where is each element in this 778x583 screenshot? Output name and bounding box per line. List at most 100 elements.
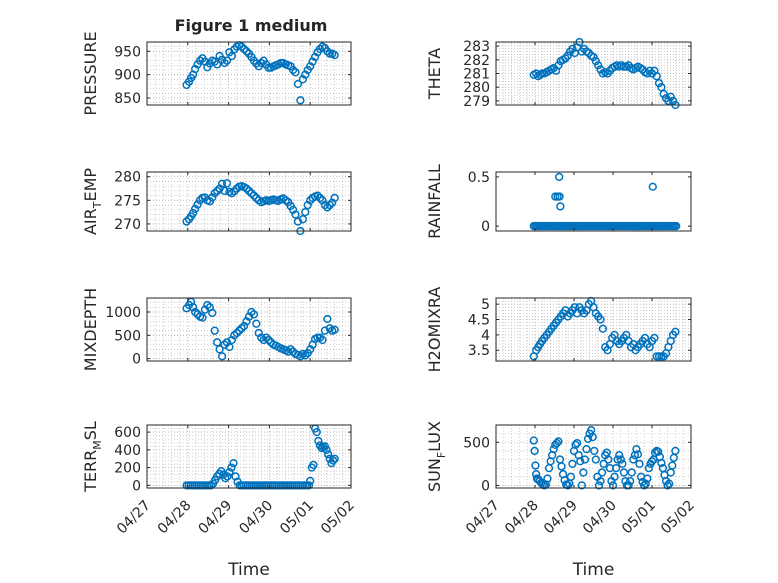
data-point bbox=[221, 474, 230, 483]
data-point bbox=[579, 468, 588, 477]
data-point bbox=[615, 451, 624, 460]
data-point bbox=[306, 476, 315, 486]
data-point bbox=[257, 333, 266, 342]
data-point bbox=[608, 481, 618, 490]
data-point bbox=[610, 472, 619, 481]
data-point bbox=[596, 476, 605, 486]
axes-frame-mixdepth bbox=[146, 297, 352, 362]
data-point bbox=[312, 427, 321, 437]
data-point bbox=[328, 456, 338, 465]
y-axis-label: RAINFALL bbox=[425, 164, 444, 239]
data-point bbox=[650, 333, 659, 343]
data-point bbox=[252, 319, 261, 328]
data-point bbox=[663, 481, 672, 490]
grid-mixdepth bbox=[147, 297, 351, 361]
y-axis-label: TERRMSL bbox=[81, 421, 104, 493]
y-tick-label: 275 bbox=[114, 193, 141, 209]
data-point bbox=[210, 326, 219, 335]
x-axis-label: Time bbox=[572, 560, 615, 580]
data-point bbox=[582, 445, 591, 454]
data-point bbox=[604, 455, 613, 464]
data-point bbox=[232, 328, 241, 338]
data-point bbox=[647, 457, 657, 466]
data-point bbox=[206, 481, 216, 490]
data-point bbox=[231, 472, 240, 481]
axes-frame-air_temp bbox=[146, 171, 352, 232]
data-point bbox=[193, 200, 202, 209]
series-pressure bbox=[182, 41, 339, 105]
y-tick-label: 4 bbox=[481, 328, 490, 344]
axes-frame-rainfall bbox=[495, 171, 692, 232]
data-point bbox=[613, 455, 622, 464]
data-point bbox=[313, 191, 322, 200]
data-point bbox=[657, 458, 666, 468]
y-tick-label: 900 bbox=[114, 68, 141, 84]
y-axis-label-main: MIXDEPTH bbox=[81, 288, 100, 371]
y-tick-label: 500 bbox=[114, 328, 141, 344]
series-terrm_sl bbox=[182, 424, 339, 490]
data-point bbox=[330, 50, 339, 60]
data-point bbox=[583, 434, 593, 443]
data-point bbox=[627, 468, 636, 477]
data-point bbox=[190, 307, 200, 317]
y-tick-label: 281 bbox=[463, 67, 490, 83]
series-theta bbox=[529, 37, 680, 110]
y-tick-label: 279 bbox=[463, 94, 490, 110]
data-point bbox=[323, 203, 332, 212]
y-tick-label: 0 bbox=[481, 219, 490, 235]
data-point bbox=[247, 189, 256, 198]
data-point bbox=[227, 463, 236, 472]
data-point bbox=[640, 481, 649, 490]
data-point bbox=[323, 47, 332, 56]
data-point bbox=[577, 481, 586, 490]
data-point bbox=[200, 305, 210, 314]
y-axis-label: SUNFLUX bbox=[425, 421, 448, 492]
data-point bbox=[666, 92, 675, 101]
data-point bbox=[594, 481, 604, 490]
y-tick-label: 270 bbox=[114, 217, 141, 233]
y-axis-label: PRESSURE bbox=[81, 31, 100, 115]
data-point bbox=[671, 446, 680, 456]
data-point bbox=[296, 96, 305, 105]
data-point bbox=[596, 315, 605, 324]
data-point bbox=[301, 351, 310, 360]
series-mixdepth bbox=[182, 297, 339, 361]
data-point bbox=[556, 202, 565, 211]
data-point bbox=[325, 324, 334, 333]
data-point bbox=[571, 440, 580, 450]
data-point bbox=[629, 455, 638, 464]
data-point bbox=[632, 445, 641, 454]
data-point bbox=[264, 63, 273, 72]
y-tick-label: 4.5 bbox=[468, 313, 490, 329]
data-point bbox=[301, 207, 310, 217]
y-axis-label-subscript: F bbox=[435, 452, 448, 458]
data-point bbox=[589, 52, 598, 62]
data-point bbox=[210, 189, 219, 198]
data-point bbox=[616, 455, 625, 464]
data-point bbox=[242, 47, 251, 56]
data-point bbox=[261, 333, 271, 342]
data-point bbox=[599, 459, 608, 468]
data-point bbox=[315, 193, 325, 203]
y-tick-label: 850 bbox=[114, 91, 141, 107]
data-point bbox=[591, 57, 600, 66]
y-axis-label-main: SUN bbox=[425, 458, 444, 492]
y-tick-label: 282 bbox=[463, 53, 490, 69]
data-point bbox=[249, 310, 259, 319]
axes-frame-pressure bbox=[146, 41, 352, 106]
data-point bbox=[235, 326, 244, 335]
data-point bbox=[257, 58, 266, 68]
y-tick-label: 950 bbox=[114, 44, 141, 60]
y-tick-label: 200 bbox=[114, 461, 141, 477]
data-point bbox=[229, 459, 238, 468]
data-point bbox=[543, 474, 552, 483]
y-tick-label: 600 bbox=[114, 425, 141, 441]
series-rainfall bbox=[529, 172, 681, 231]
data-point bbox=[230, 331, 239, 340]
x-axis-label: Time bbox=[227, 560, 270, 580]
data-point bbox=[530, 446, 539, 456]
data-point bbox=[588, 432, 597, 442]
y-axis-label: AIRTEMP bbox=[81, 168, 104, 235]
data-point bbox=[652, 72, 661, 81]
